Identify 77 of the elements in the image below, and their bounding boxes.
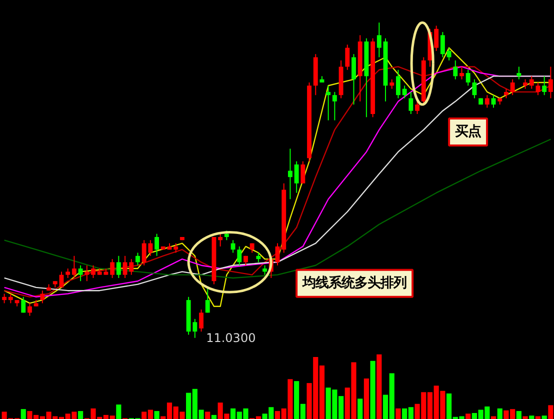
candlestick	[326, 85, 331, 121]
candlestick	[110, 258, 115, 278]
annotation: 买点	[455, 124, 482, 140]
candlestick	[491, 94, 496, 108]
candlestick	[66, 268, 70, 278]
candlestick	[466, 69, 470, 86]
candlestick	[21, 296, 26, 314]
candlestick	[352, 54, 356, 106]
candlestick	[256, 252, 261, 263]
candlestick	[224, 230, 229, 241]
candlestick	[460, 66, 464, 80]
candlestick	[529, 76, 534, 90]
candlestick	[510, 78, 515, 96]
candlestick	[440, 32, 445, 58]
candlestick	[453, 60, 458, 80]
annotation: 11.0300	[206, 330, 256, 345]
candlestick	[504, 88, 508, 99]
bar	[20, 409, 26, 419]
candlestick	[199, 309, 204, 332]
bar	[497, 408, 502, 419]
candlestick	[91, 264, 96, 278]
bar	[548, 405, 554, 419]
bar	[358, 398, 363, 419]
candlestick	[8, 293, 13, 304]
candlestick	[288, 148, 292, 200]
candlestick	[484, 94, 490, 108]
candlestick	[472, 78, 477, 99]
bar	[529, 416, 534, 419]
annotation: 均线系统多头排列	[302, 274, 407, 291]
bar	[78, 411, 84, 419]
candlestick	[446, 47, 452, 61]
candlestick	[116, 255, 121, 278]
candlestick	[294, 160, 299, 194]
candlestick	[402, 85, 407, 99]
bar	[466, 414, 471, 419]
candlestick	[2, 293, 7, 304]
candlestick	[78, 264, 83, 282]
candlestick	[408, 91, 414, 115]
bar	[396, 408, 401, 419]
candlestick	[129, 258, 134, 276]
candlestick	[390, 78, 394, 90]
bar	[154, 411, 160, 419]
bar	[535, 416, 541, 419]
candlestick	[434, 25, 439, 52]
candlestick	[218, 233, 223, 247]
candlestick	[536, 82, 540, 96]
bar	[522, 416, 528, 419]
candlestick	[523, 78, 528, 90]
candlestick	[345, 44, 350, 70]
candlestick	[40, 290, 45, 304]
bar	[516, 411, 522, 419]
bar	[364, 378, 369, 419]
candlestick	[122, 255, 128, 278]
bar	[376, 354, 382, 419]
candlestick	[237, 246, 242, 266]
candlestick	[72, 255, 76, 278]
candlestick	[28, 302, 32, 316]
bar	[490, 416, 496, 419]
candlestick	[300, 160, 306, 184]
candlestick	[516, 66, 522, 80]
bar	[116, 404, 122, 419]
candlestick	[262, 264, 268, 276]
bar	[370, 360, 376, 419]
candlestick	[548, 66, 553, 99]
candlestick	[205, 286, 210, 314]
bar	[211, 414, 217, 419]
candlestick	[136, 252, 140, 266]
candlestick	[84, 264, 90, 282]
candlestick	[542, 76, 547, 96]
bar	[205, 412, 210, 419]
bar	[542, 416, 547, 419]
candlestick	[174, 242, 178, 254]
candlestick	[376, 22, 382, 58]
candlestick	[396, 69, 400, 99]
candlestick	[332, 91, 337, 121]
candlestick	[154, 233, 160, 256]
candlestick	[230, 240, 236, 254]
